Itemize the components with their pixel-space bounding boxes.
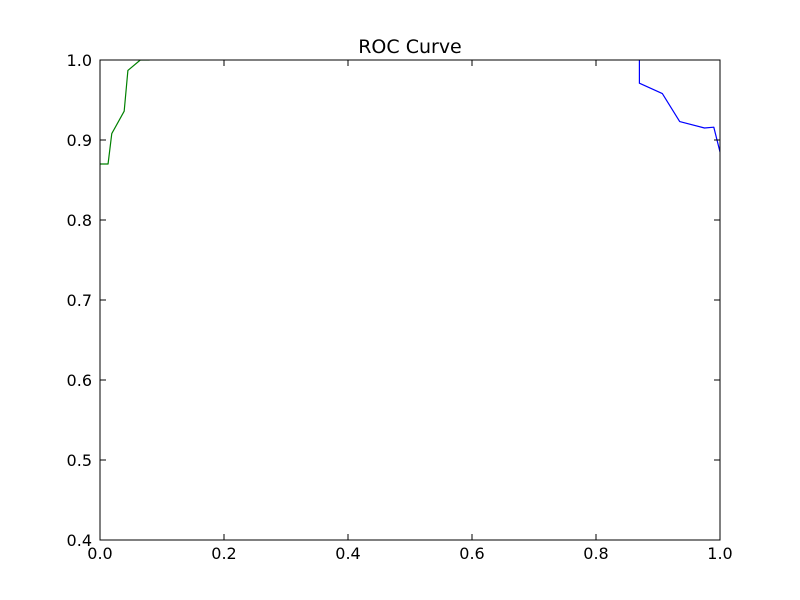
series-line-1 bbox=[100, 60, 150, 165]
labels-layer: 0.0 0.2 0.4 0.6 0.8 1.0 0.4 0.5 0.6 0.7 0.8 0.9 1.0 bbox=[67, 51, 733, 563]
x-tick-label: 0.0 bbox=[87, 544, 112, 563]
y-tick-label: 0.5 bbox=[67, 451, 92, 470]
x-tick-label: 0.4 bbox=[335, 544, 360, 563]
y-tick-label: 0.7 bbox=[67, 291, 92, 310]
series-layer bbox=[100, 60, 720, 165]
x-tick-label: 0.6 bbox=[459, 544, 484, 563]
series-line-2 bbox=[638, 60, 720, 153]
plot-frame bbox=[99, 59, 721, 541]
y-tick-label: 0.8 bbox=[67, 211, 92, 230]
y-tick-label: 0.9 bbox=[67, 131, 92, 150]
y-tick-label: 0.4 bbox=[67, 531, 92, 550]
y-tick-label: 1.0 bbox=[67, 51, 92, 70]
chart-title: ROC Curve bbox=[358, 36, 462, 58]
x-tick-label: 0.2 bbox=[211, 544, 236, 563]
x-tick-label: 0.8 bbox=[583, 544, 608, 563]
x-tick-label: 1.0 bbox=[707, 544, 732, 563]
y-tick-label: 0.6 bbox=[67, 371, 92, 390]
